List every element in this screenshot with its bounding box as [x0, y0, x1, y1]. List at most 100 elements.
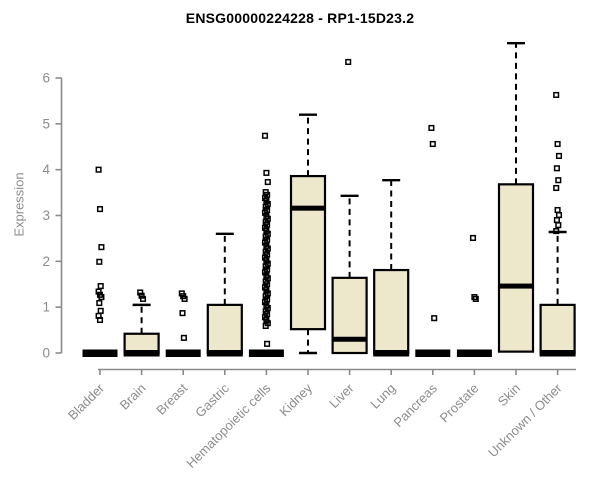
median-line: [373, 350, 410, 357]
median-line: [499, 283, 533, 289]
box-prostate: [456, 234, 492, 357]
outlier-point: [261, 239, 269, 246]
outlier-point: [139, 295, 147, 302]
x-category-label: Bladder: [65, 380, 108, 423]
collapsed-box: [456, 349, 492, 357]
box-pancreas: [415, 124, 451, 357]
median-line: [123, 350, 160, 357]
box-bladder: [82, 166, 118, 357]
box-skin: [497, 41, 535, 353]
outlier-point: [553, 217, 560, 224]
outlier-point: [262, 263, 269, 270]
median-line: [539, 350, 576, 357]
outlier-point: [96, 316, 104, 324]
outlier-point: [181, 295, 188, 302]
box-lung: [373, 179, 410, 357]
box-kidney: [289, 113, 327, 355]
outlier-point: [98, 244, 105, 251]
x-category-label: Pancreas: [390, 380, 440, 430]
median-line: [332, 336, 367, 342]
outlier-point: [179, 310, 186, 317]
y-tick-label: 1: [42, 300, 50, 315]
y-tick-label: 0: [42, 346, 50, 361]
outlier-point: [264, 178, 271, 186]
outlier-point: [264, 340, 271, 347]
y-tick-label: 3: [42, 208, 50, 223]
x-category-label: Liver: [326, 380, 357, 411]
outlier-point: [97, 283, 104, 290]
outlier-point: [263, 287, 270, 294]
outlier-point: [431, 315, 438, 322]
outlier-point: [261, 209, 269, 216]
outlier-point: [263, 169, 270, 176]
box-brain: [123, 289, 160, 357]
outlier-point: [428, 124, 435, 132]
outlier-point: [261, 299, 269, 306]
outlier-point: [553, 91, 560, 99]
outlier-point: [261, 132, 269, 139]
box-body: [206, 303, 243, 355]
box-body: [289, 174, 327, 331]
outlier-point: [98, 294, 105, 301]
outlier-point: [472, 295, 479, 302]
outlier-point: [95, 166, 102, 173]
outlier-point: [96, 258, 103, 265]
box-body: [373, 268, 410, 355]
x-category-label: Breast: [153, 380, 190, 417]
median-line: [206, 350, 243, 357]
outlier-point: [263, 316, 270, 324]
x-category-label: Unknown / Other: [485, 380, 565, 460]
outlier-point: [262, 233, 269, 240]
x-category-label: Prostate: [437, 381, 482, 426]
y-tick-label: 6: [42, 71, 50, 86]
outlier-point: [429, 140, 436, 148]
x-category-label: Brain: [117, 381, 149, 413]
outlier-point: [138, 292, 145, 299]
collapsed-box: [82, 349, 118, 357]
outlier-point: [262, 293, 269, 300]
box-hematopoietic-cells: [248, 132, 284, 357]
outlier-point: [263, 227, 270, 234]
y-tick-label: 2: [42, 254, 50, 269]
x-category-label: Skin: [495, 381, 523, 409]
outlier-point: [263, 197, 270, 204]
x-category-label: Gastric: [192, 380, 232, 420]
outlier-point: [345, 58, 352, 66]
box-liver: [331, 58, 368, 355]
outlier-point: [262, 322, 269, 330]
outlier-point: [96, 299, 103, 307]
y-tick-label: 4: [42, 162, 50, 177]
box-gastric: [206, 232, 243, 357]
collapsed-box: [165, 349, 201, 357]
outlier-point: [469, 234, 477, 242]
y-tick-label: 5: [42, 116, 50, 131]
outlier-point: [553, 165, 560, 172]
outlier-point: [554, 206, 561, 214]
outlier-point: [553, 228, 560, 235]
outlier-point: [95, 288, 102, 295]
outlier-point: [180, 334, 187, 341]
outlier-point: [555, 222, 562, 229]
box-body: [539, 303, 576, 355]
collapsed-box: [415, 349, 451, 357]
outlier-point: [137, 289, 144, 296]
outlier-point: [96, 206, 104, 213]
box-body: [497, 183, 535, 353]
median-line: [291, 205, 325, 211]
chart-title: ENSG00000224228 - RP1-15D23.2: [185, 10, 415, 26]
x-category-label: Lung: [367, 381, 398, 412]
outlier-point: [554, 140, 561, 148]
collapsed-box: [248, 349, 284, 357]
box-unknown-other: [539, 91, 576, 357]
outlier-point: [553, 184, 560, 192]
x-category-label: Kidney: [276, 380, 315, 419]
outlier-point: [555, 211, 563, 219]
outlier-point: [262, 203, 269, 210]
outlier-point: [555, 177, 562, 184]
outlier-point: [97, 307, 104, 314]
outlier-point: [261, 269, 269, 276]
outlier-point: [263, 257, 270, 264]
box-breast: [165, 290, 201, 357]
